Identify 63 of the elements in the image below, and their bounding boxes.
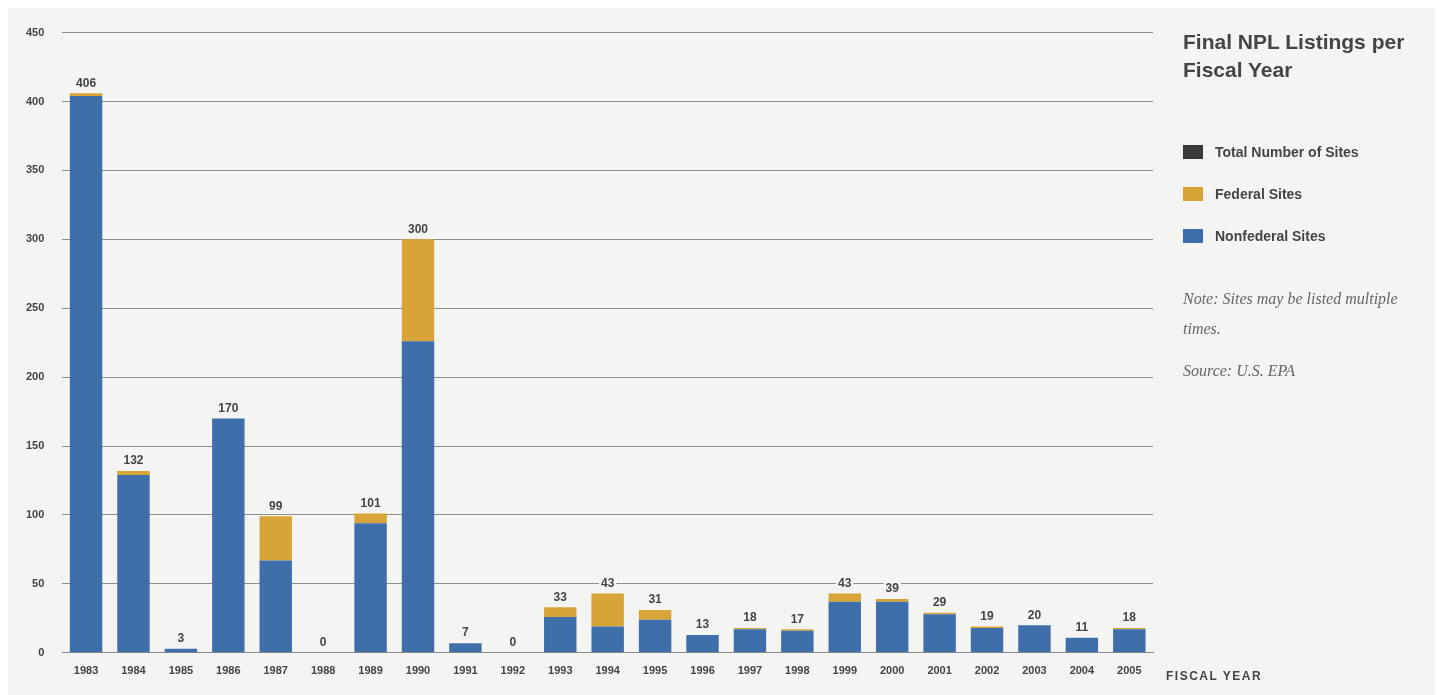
x-tick-label: 1992 <box>500 664 526 677</box>
y-tick-label: 150 <box>25 439 45 452</box>
x-tick-label: 2003 <box>1022 664 1047 677</box>
x-tick-label: 2005 <box>1117 664 1142 677</box>
y-tick-label: 200 <box>25 370 45 383</box>
total-label: 43 <box>838 575 852 590</box>
total-label: 0 <box>319 635 327 650</box>
total-label: 300 <box>407 221 429 236</box>
x-tick-label: 1997 <box>737 664 763 677</box>
legend-label: Nonfederal Sites <box>1215 228 1326 244</box>
x-tick-label: 1987 <box>263 664 288 677</box>
y-tick-label: 350 <box>25 163 45 176</box>
total-label: 7 <box>462 625 470 640</box>
x-tick-label: 1993 <box>548 664 573 677</box>
total-label: 101 <box>360 495 381 510</box>
x-tick-label: 2000 <box>879 664 905 677</box>
total-label: 43 <box>601 575 615 590</box>
total-label: 29 <box>932 595 947 610</box>
y-tick-label: 450 <box>25 25 45 38</box>
legend-label: Total Number of Sites <box>1215 144 1359 160</box>
total-label: 39 <box>885 581 900 596</box>
x-tick-label: 1996 <box>690 664 715 677</box>
total-label: 18 <box>1122 610 1137 625</box>
total-label: 3 <box>177 630 185 645</box>
x-tick-label: 1984 <box>121 664 147 677</box>
x-tick-label: 1999 <box>832 664 858 677</box>
x-tick-label: 2002 <box>974 664 1000 677</box>
x-tick-label: 1989 <box>358 664 383 677</box>
x-tick-label: 1986 <box>216 664 241 677</box>
text: Final NPL Listings per Fiscal Year <box>1183 29 1406 83</box>
x-tick-label: 1985 <box>168 664 194 677</box>
total-label: 99 <box>269 498 283 513</box>
y-tick-label: 250 <box>25 301 45 314</box>
x-axis-title: FISCAL YEAR <box>1166 669 1263 683</box>
x-tick-label: 1983 <box>73 664 99 677</box>
total-label: 132 <box>123 453 144 468</box>
y-tick-label: 300 <box>25 232 45 245</box>
total-label: 18 <box>743 610 757 625</box>
x-tick-label: 1991 <box>453 664 478 677</box>
x-tick-label: 1995 <box>642 664 668 677</box>
x-tick-label: 1994 <box>595 664 621 677</box>
x-tick-label: 1998 <box>785 664 810 677</box>
total-label: 13 <box>695 617 710 632</box>
y-tick-label: 0 <box>38 645 45 658</box>
total-label: 406 <box>76 75 97 90</box>
y-tick-label: 50 <box>32 576 45 589</box>
total-label: 19 <box>980 608 995 623</box>
legend-label: Federal Sites <box>1215 186 1303 202</box>
total-label: 170 <box>218 400 239 415</box>
total-label: 17 <box>790 611 805 626</box>
total-label: 33 <box>553 589 568 604</box>
total-label: 0 <box>509 635 517 650</box>
x-tick-label: 1988 <box>310 664 336 677</box>
total-label: 20 <box>1027 607 1042 622</box>
x-tick-label: 1990 <box>405 664 431 677</box>
y-tick-label: 400 <box>25 94 45 107</box>
x-tick-label: 2001 <box>927 664 952 677</box>
x-tick-label: 2004 <box>1069 664 1095 677</box>
total-label: 31 <box>648 592 663 607</box>
y-tick-label: 100 <box>25 508 45 521</box>
total-label: 11 <box>1075 619 1089 634</box>
source-note: Source: U.S. EPA <box>1183 361 1296 381</box>
text: Note: Sites may be listed multiple times. <box>1183 289 1399 339</box>
